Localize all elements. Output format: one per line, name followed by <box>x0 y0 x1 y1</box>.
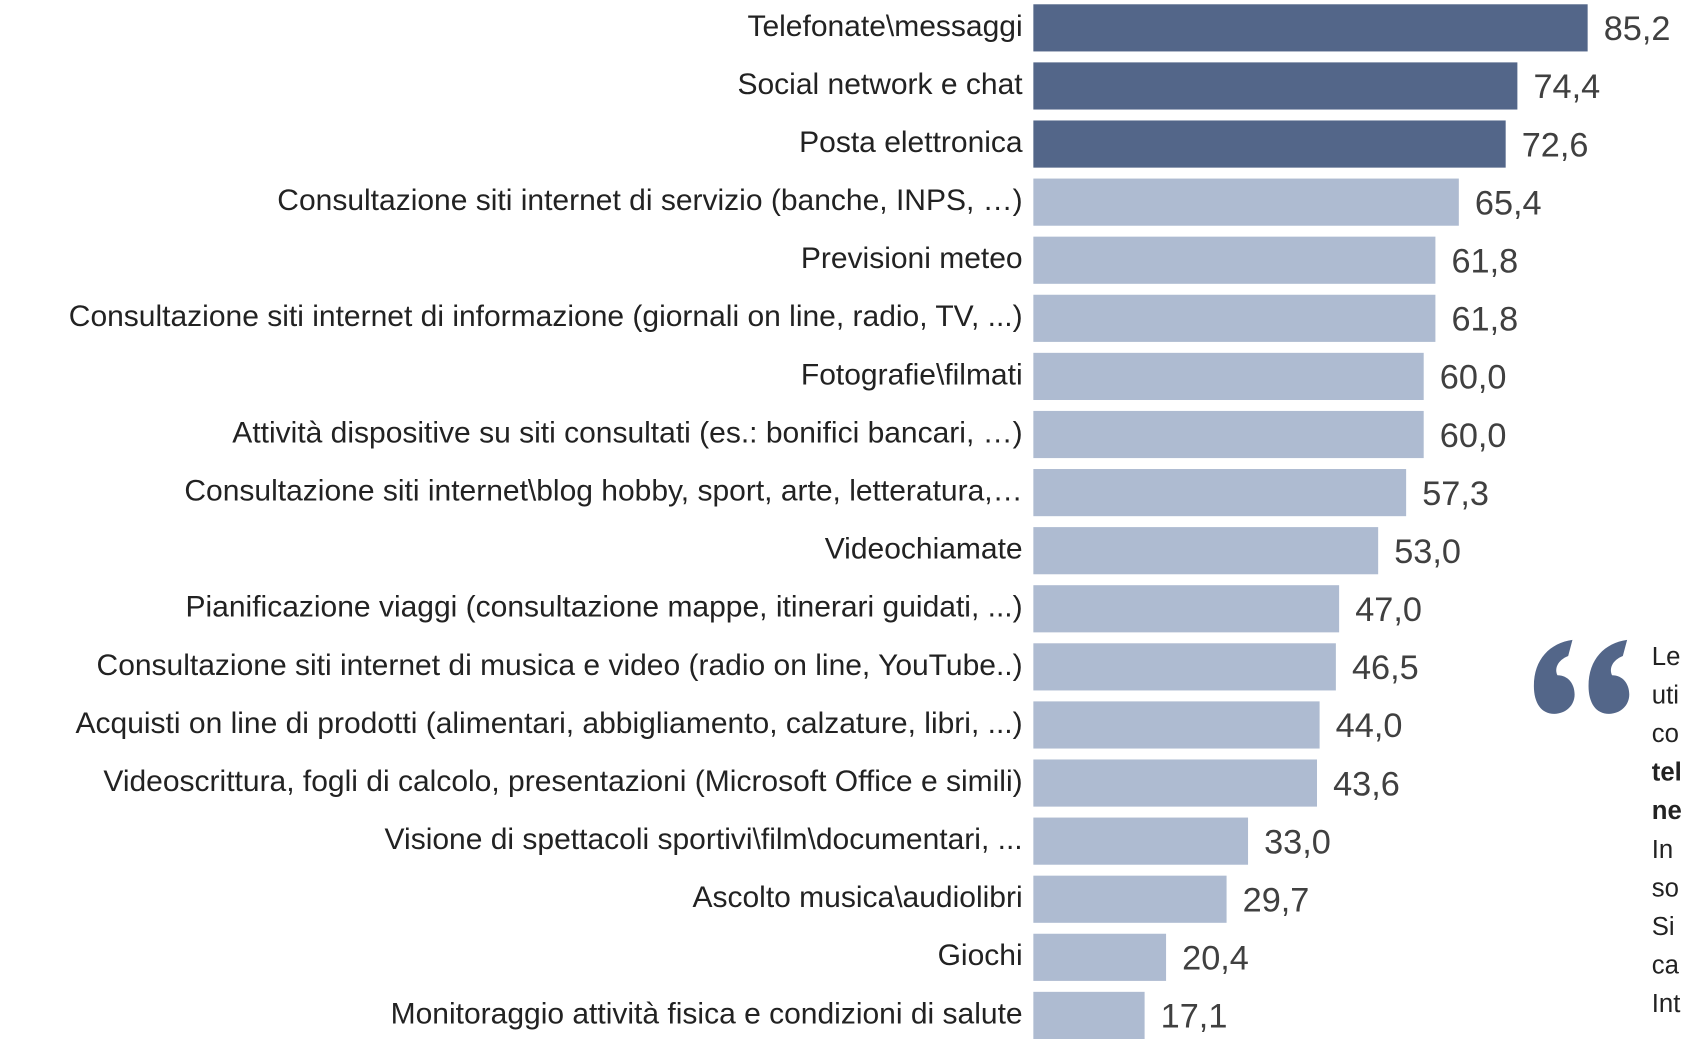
category-label: Acquisti on line di prodotti (alimentari… <box>76 707 1023 740</box>
value-label: 72,6 <box>1522 126 1589 164</box>
annotation-line: ca <box>1652 952 1680 980</box>
category-label: Monitoraggio attività fisica e condizion… <box>391 997 1023 1030</box>
category-label: Social network e chat <box>737 68 1023 101</box>
value-label: 61,8 <box>1451 243 1518 281</box>
category-label: Consultazione siti internet di informazi… <box>69 300 1023 333</box>
category-label: Attività dispositive su siti consultati … <box>232 416 1022 449</box>
category-label: Fotografie\filmati <box>801 358 1023 391</box>
value-label: 29,7 <box>1243 882 1310 920</box>
category-label: Previsioni meteo <box>801 242 1023 275</box>
bar <box>1033 410 1424 459</box>
annotation-line: ne <box>1652 797 1682 825</box>
annotation-line: co <box>1652 720 1679 748</box>
category-label: Giochi <box>938 939 1023 972</box>
value-label: 47,0 <box>1355 591 1422 629</box>
bar <box>1033 62 1518 110</box>
bar <box>1033 527 1379 575</box>
category-label: Telefonate\messaggi <box>747 10 1022 43</box>
bar <box>1033 701 1320 749</box>
bar <box>1033 875 1227 923</box>
value-label: 65,4 <box>1475 184 1542 222</box>
bar <box>1033 236 1436 284</box>
bar <box>1033 120 1506 168</box>
bar <box>1033 352 1424 400</box>
category-label: Videochiamate <box>825 533 1023 566</box>
value-label: 57,3 <box>1422 475 1489 513</box>
value-label: 43,6 <box>1333 765 1400 803</box>
value-label: 61,8 <box>1451 301 1518 339</box>
annotation-line: In <box>1652 836 1673 864</box>
category-label: Videoscrittura, fogli di calcolo, presen… <box>103 765 1022 798</box>
annotation-line: Si <box>1652 913 1675 941</box>
value-label: 74,4 <box>1533 68 1600 106</box>
value-label: 53,0 <box>1394 533 1461 571</box>
bar <box>1033 294 1436 342</box>
value-label: 60,0 <box>1440 417 1507 455</box>
value-label: 60,0 <box>1440 359 1507 397</box>
category-label: Consultazione siti internet di musica e … <box>97 649 1023 682</box>
value-label: 17,1 <box>1161 998 1228 1036</box>
bar <box>1033 585 1340 633</box>
bar <box>1033 469 1407 517</box>
category-label: Pianificazione viaggi (consultazione map… <box>186 591 1023 624</box>
quote-mark <box>1533 639 1630 714</box>
annotation-line: tel <box>1652 759 1682 787</box>
category-label: Ascolto musica\audiolibri <box>692 881 1022 914</box>
category-label: Posta elettronica <box>799 126 1023 159</box>
bar <box>1033 991 1145 1039</box>
category-label: Consultazione siti internet di servizio … <box>277 184 1022 217</box>
bar <box>1033 643 1336 691</box>
category-label: Consultazione siti internet\blog hobby, … <box>184 475 1022 508</box>
bar <box>1033 933 1167 981</box>
bar <box>1033 4 1588 52</box>
value-label: 46,5 <box>1352 649 1419 687</box>
bar <box>1033 178 1459 226</box>
bar <box>1033 817 1249 865</box>
value-label: 85,2 <box>1604 10 1671 48</box>
annotation-line: Int <box>1652 990 1681 1018</box>
bar <box>1033 759 1318 807</box>
value-label: 33,0 <box>1264 823 1331 861</box>
category-label: Visione di spettacoli sportivi\film\docu… <box>385 823 1023 856</box>
annotation-line: uti <box>1652 681 1679 709</box>
value-label: 20,4 <box>1182 940 1249 978</box>
annotation-line: so <box>1652 874 1679 902</box>
annotation-line: Le <box>1652 643 1681 671</box>
value-label: 44,0 <box>1336 707 1403 745</box>
